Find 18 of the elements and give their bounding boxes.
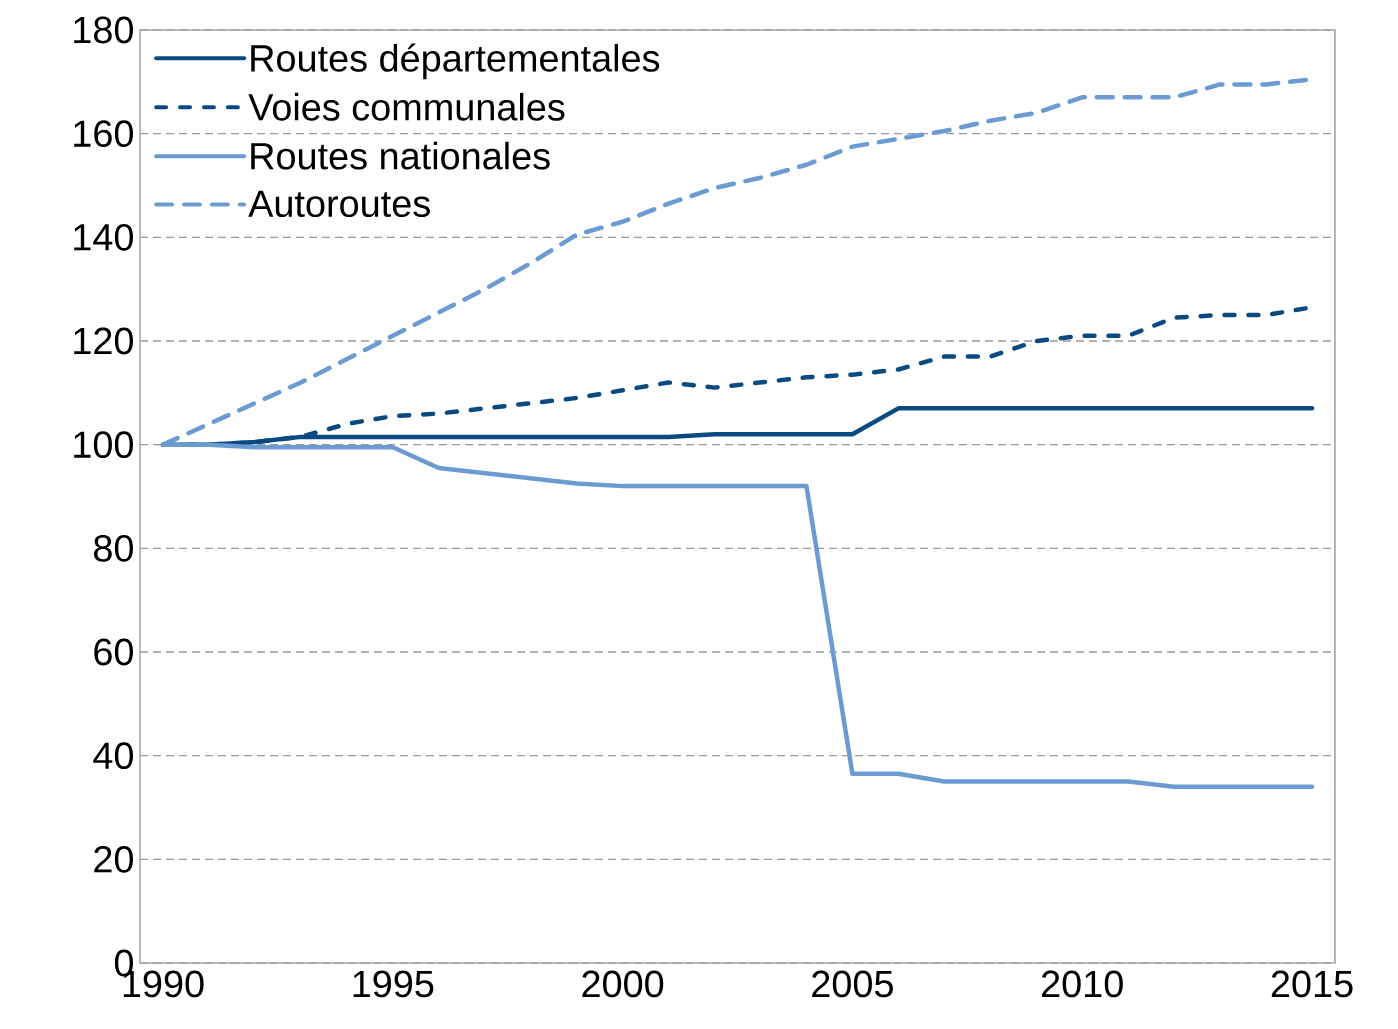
y-tick-label: 40 — [93, 742, 133, 770]
legend-label: Voies communales — [248, 92, 565, 121]
y-tick-label: 60 — [94, 638, 133, 666]
y-tick-label: 160 — [74, 120, 133, 148]
y-tick-label: 20 — [94, 845, 133, 873]
x-tick-label: 2010 — [1042, 970, 1123, 998]
x-tick-label: 2005 — [812, 970, 893, 998]
legend-label: Autoroutes — [248, 190, 430, 218]
y-tick-label: 80 — [94, 534, 133, 562]
x-tick-label: 2000 — [582, 970, 664, 998]
y-tick-label: 100 — [74, 431, 133, 459]
y-tick-label: 180 — [74, 16, 133, 44]
x-tick-label: 2015 — [1271, 970, 1353, 998]
y-tick-label: 120 — [74, 327, 133, 355]
y-tick-label: 140 — [74, 223, 133, 251]
x-tick-label: 1995 — [353, 970, 434, 998]
legend-label: Routes départementales — [251, 43, 660, 80]
legend-label: Routes nationales — [251, 141, 550, 170]
